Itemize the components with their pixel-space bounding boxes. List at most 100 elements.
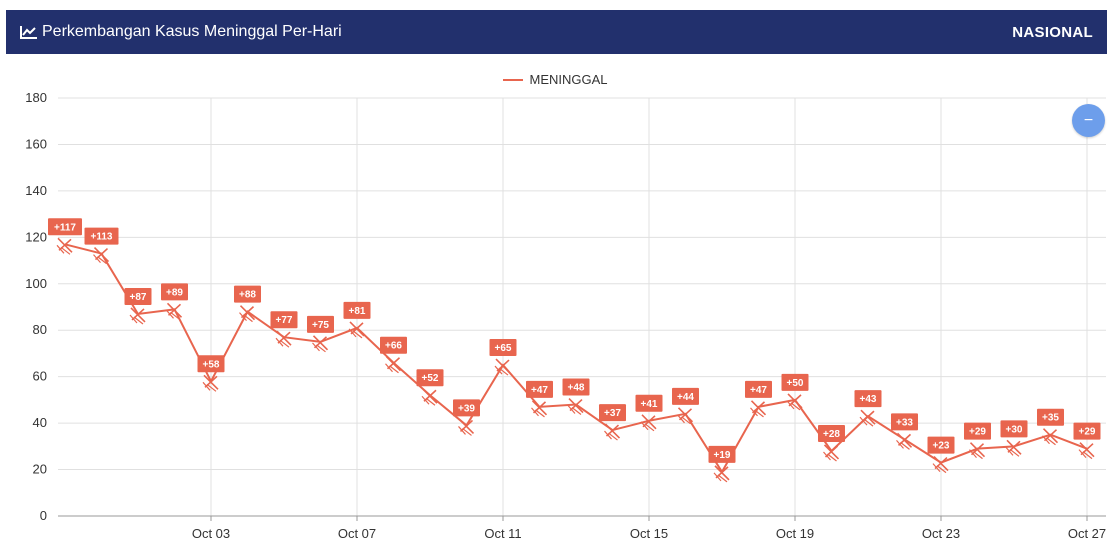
data-point[interactable] [713,465,730,483]
data-label-text: +117 [54,222,76,233]
data-point[interactable] [969,442,986,460]
data-label-text: +89 [166,287,183,298]
data-point[interactable] [494,358,511,376]
data-point[interactable] [896,432,913,450]
data-point[interactable] [312,335,329,353]
y-tick-label: 140 [25,183,47,198]
data-label-text: +33 [896,417,913,428]
data-label: +48 [562,378,590,396]
data-label: +43 [854,390,882,408]
data-label-text: +65 [495,343,512,354]
x-tick-label: Oct 03 [192,526,230,541]
x-tick-label: Oct 23 [922,526,960,541]
y-tick-label: 100 [25,276,47,291]
data-label: +23 [927,436,955,454]
data-point[interactable] [166,302,183,320]
data-point[interactable] [275,330,292,348]
data-point[interactable] [823,444,840,462]
data-label-box [124,287,152,305]
chart-header: Perkembangan Kasus Meninggal Per-Hari NA… [6,10,1107,54]
y-tick-label: 0 [40,508,47,523]
data-label-box [416,369,444,387]
data-label: +39 [453,399,480,417]
data-label-box [526,380,553,398]
data-point[interactable] [385,356,402,374]
data-label-text: +30 [1006,424,1023,435]
data-label: +77 [270,311,298,329]
data-label-text: +47 [750,385,767,396]
data-label-box [964,422,991,440]
data-point[interactable] [56,237,73,255]
data-label-box [1037,408,1064,426]
data-label: +41 [635,394,663,412]
data-label-text: +35 [1042,413,1059,424]
data-label: +117 [48,218,82,236]
data-label-text: +52 [422,373,439,384]
data-label-box [161,283,188,301]
data-point[interactable] [348,321,365,339]
data-label-box [818,424,845,442]
data-label: +35 [1037,408,1064,426]
data-label: +19 [708,445,736,463]
data-label: +89 [161,283,188,301]
data-label: +47 [745,380,772,398]
y-tick-label: 80 [33,322,47,337]
data-point[interactable] [531,400,548,418]
data-label: +30 [1000,420,1028,438]
data-label: +29 [964,422,991,440]
data-point[interactable] [458,418,475,436]
data-point[interactable] [640,414,657,432]
data-point[interactable] [859,409,876,427]
data-label-box [1073,422,1101,440]
data-point[interactable] [1078,442,1095,460]
data-label-box [635,394,663,412]
data-point[interactable] [421,388,438,406]
data-label-box [1000,420,1028,438]
data-point[interactable] [750,400,767,418]
data-label-text: +48 [568,383,585,394]
legend-label: MENINGGAL [529,72,608,87]
data-point[interactable] [1042,428,1059,446]
data-label-box [562,378,590,396]
data-label: +52 [416,369,444,387]
data-label-text: +29 [1079,427,1096,438]
data-label-text: +44 [677,392,694,403]
data-label-box [453,399,480,417]
data-point[interactable] [677,407,694,425]
x-tick-label: Oct 11 [484,526,521,541]
y-tick-label: 160 [25,136,47,151]
data-label-text: +58 [203,359,220,370]
data-point[interactable] [129,307,146,325]
data-point[interactable] [932,456,949,474]
data-point[interactable] [604,423,621,441]
data-point[interactable] [202,374,219,392]
header-title-group: Perkembangan Kasus Meninggal Per-Hari [20,23,342,41]
data-label-box [380,336,407,354]
data-label: +87 [124,287,152,305]
data-label-text: +87 [130,292,147,303]
data-point[interactable] [93,247,110,265]
chart-legend[interactable]: MENINGGAL [0,72,1111,87]
y-tick-label: 180 [25,90,47,105]
data-label-text: +43 [860,394,877,405]
legend-line-swatch [503,78,524,81]
data-point[interactable] [1005,439,1022,457]
data-label: +47 [526,380,553,398]
data-label-text: +28 [823,429,840,440]
data-label: +88 [234,285,261,303]
data-label: +50 [781,373,809,391]
data-label-box [270,311,298,329]
data-label-box [234,285,261,303]
data-label: +75 [307,315,334,333]
data-point[interactable] [239,305,256,323]
data-label-box [599,404,626,422]
data-label-text: +37 [604,408,621,419]
data-label-box [745,380,772,398]
data-label-text: +81 [349,306,366,317]
x-tick-label: Oct 07 [338,526,376,541]
data-point[interactable] [786,393,803,411]
zoom-out-button[interactable]: − [1072,104,1105,137]
data-point[interactable] [567,397,584,416]
chart-title: Perkembangan Kasus Meninggal Per-Hari [42,23,342,40]
